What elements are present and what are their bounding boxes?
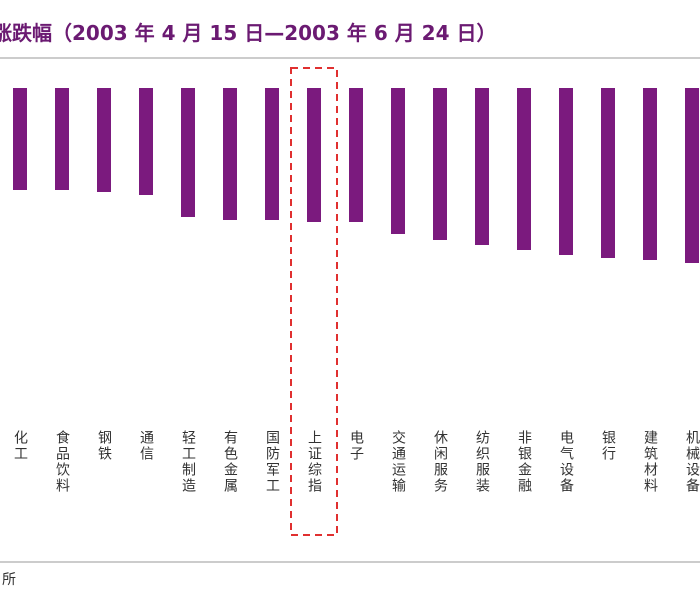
bar xyxy=(685,88,699,263)
bar xyxy=(55,88,69,190)
bar xyxy=(307,88,321,222)
bar xyxy=(517,88,531,250)
x-tick-label: 轻工制造 xyxy=(180,430,196,494)
bar xyxy=(97,88,111,192)
x-tick-label: 通信 xyxy=(138,430,154,462)
bar xyxy=(433,88,447,240)
x-tick-label: 交通运输 xyxy=(390,429,406,494)
x-tick-label: 上证综指 xyxy=(306,430,322,494)
x-tick-label: 国防军工 xyxy=(264,430,280,494)
x-tick-label: 钢铁 xyxy=(96,430,112,462)
bar xyxy=(265,88,279,220)
x-tick-label: 非银金融 xyxy=(516,430,532,494)
bar xyxy=(13,88,27,190)
source-note: 所 xyxy=(2,572,16,588)
bar xyxy=(181,88,195,217)
x-tick-label: 建筑材料 xyxy=(642,430,658,494)
highlight-box xyxy=(290,67,338,536)
bar xyxy=(475,88,489,245)
x-tick-label: 纺织服装 xyxy=(474,430,490,494)
x-tick-label: 银行 xyxy=(600,430,616,462)
x-tick-label: 电气设备 xyxy=(558,430,574,494)
bar xyxy=(349,88,363,222)
bar xyxy=(391,88,405,234)
x-tick-label: 食品饮料 xyxy=(54,429,70,494)
chart-title: 涨跌幅（2003 年 4 月 15 日—2003 年 6 月 24 日） xyxy=(0,21,496,45)
x-tick-label: 休闲服务 xyxy=(432,430,448,494)
bar xyxy=(223,88,237,220)
x-tick-label: 化工 xyxy=(12,430,28,462)
bar xyxy=(139,88,153,195)
bar xyxy=(643,88,657,260)
x-tick-label: 电子 xyxy=(348,430,364,462)
x-tick-label: 有色金属 xyxy=(222,430,238,494)
bar xyxy=(601,88,615,258)
x-tick-label: 机械设备 xyxy=(684,430,700,494)
bar xyxy=(559,88,573,255)
